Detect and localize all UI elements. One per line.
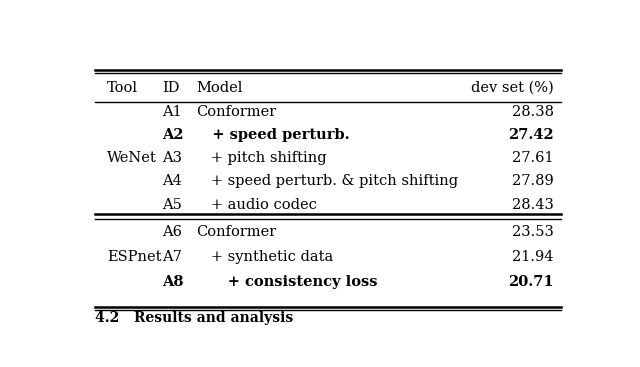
Text: 28.43: 28.43 [512,197,554,211]
Text: dev set (%): dev set (%) [471,81,554,95]
Text: A6: A6 [162,225,182,239]
Text: A1: A1 [162,105,182,119]
Text: A8: A8 [162,275,183,289]
Text: 21.94: 21.94 [512,250,554,264]
Text: A2: A2 [162,128,184,142]
Text: Tool: Tool [108,81,138,95]
Text: + speed perturb.: + speed perturb. [196,128,349,142]
Text: A4: A4 [162,174,182,188]
Text: 28.38: 28.38 [512,105,554,119]
Text: Model: Model [196,81,243,95]
Text: A7: A7 [162,250,182,264]
Text: A3: A3 [162,151,182,165]
Text: 27.42: 27.42 [508,128,554,142]
Text: 27.89: 27.89 [512,174,554,188]
Text: A5: A5 [162,197,182,211]
Text: 27.61: 27.61 [512,151,554,165]
Text: + synthetic data: + synthetic data [196,250,333,264]
Text: + consistency loss: + consistency loss [196,275,377,289]
Text: 20.71: 20.71 [508,275,554,289]
Text: 23.53: 23.53 [512,225,554,239]
Text: ESPnet: ESPnet [108,250,162,264]
Text: Conformer: Conformer [196,225,277,239]
Text: WeNet: WeNet [108,151,157,165]
Text: + speed perturb. & pitch shifting: + speed perturb. & pitch shifting [196,174,458,188]
Text: + pitch shifting: + pitch shifting [196,151,326,165]
Text: Conformer: Conformer [196,105,277,119]
Text: ID: ID [162,81,179,95]
Text: 4.2   Results and analysis: 4.2 Results and analysis [95,311,293,325]
Text: + audio codec: + audio codec [196,197,316,211]
